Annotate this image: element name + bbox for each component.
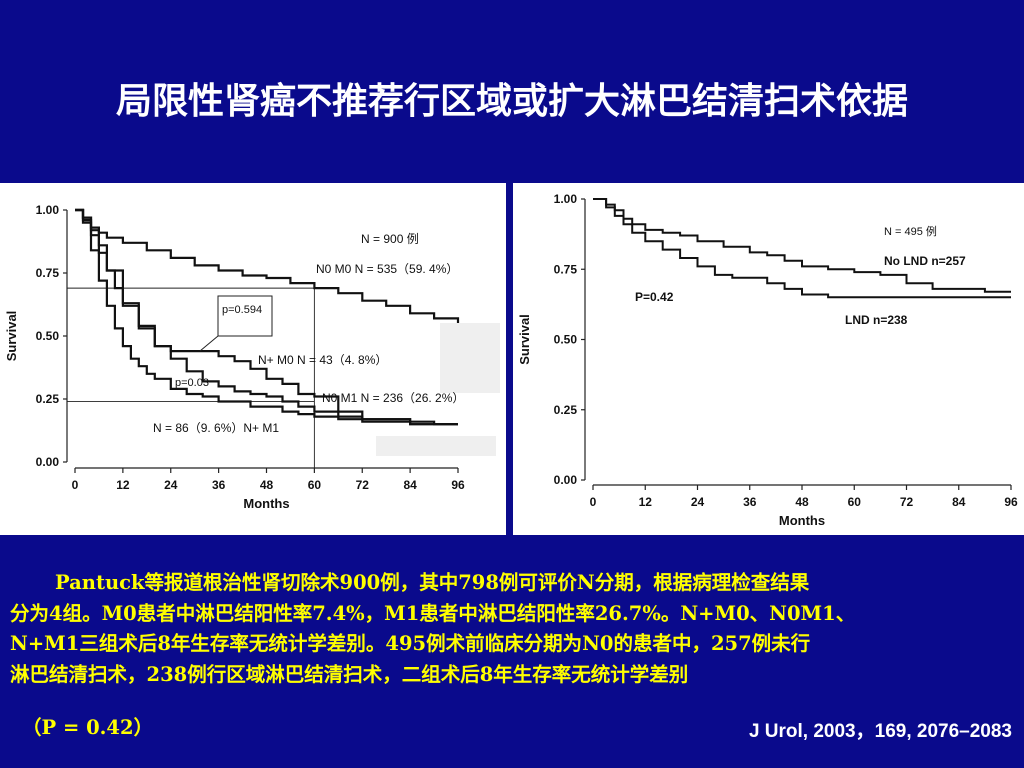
km-plot-left-svg: 0.00 0.25 0.50 0.75 1.00 0 12 24 36 48 60 72 84 96 Mon… [4, 203, 500, 511]
citation: J Urol, 2003，169, 2076–2083 [748, 721, 1012, 742]
x-axis-label: Months [243, 496, 289, 511]
x-tick-label: 72 [900, 495, 914, 509]
x-tick-label: 0 [590, 495, 597, 509]
annotation-p-003: p=0.03 [175, 377, 209, 389]
y-tick-label: 1.00 [554, 192, 578, 206]
annotation-nplus-m0: N+ M0 N = 43（4. 8%） [258, 353, 387, 367]
x-tick-label: 60 [308, 478, 322, 492]
y-tick-label: 0.75 [36, 266, 60, 280]
p-value-pointer [199, 335, 219, 352]
annotation-n0m0: N0 M0 N = 535（59. 4%） [316, 262, 458, 276]
x-tick-label: 36 [743, 495, 757, 509]
x-tick-label: 36 [212, 478, 226, 492]
y-tick-label: 0.00 [36, 455, 60, 469]
x-tick-label: 72 [356, 478, 370, 492]
annotation-lnd: LND n=238 [845, 313, 908, 327]
x-tick-label: 96 [451, 478, 465, 492]
x-tick-label: 24 [691, 495, 705, 509]
summary-paragraph: Pantuck等报道根治性肾切除术900例，其中798例可评价N分期，根据病理检… [10, 568, 1018, 690]
y-tick-label: 0.25 [36, 392, 60, 406]
x-tick-label: 84 [952, 495, 966, 509]
km-plot-right: 0.00 0.25 0.50 0.75 1.00 0 12 24 36 48 60 72 84 96 Mon… [513, 183, 1024, 535]
km-plot-right-svg: 0.00 0.25 0.50 0.75 1.00 0 12 24 36 48 60 72 84 96 Mon… [517, 192, 1018, 528]
summary-line: 分为4组。M0患者中淋巴结阳性率7.4%，M1患者中淋巴结阳性率26.7%。N+… [10, 601, 856, 625]
x-tick-label: 12 [639, 495, 653, 509]
x-tick-label: 0 [72, 478, 79, 492]
y-tick-label: 0.75 [554, 262, 578, 276]
x-tick-label: 24 [164, 478, 178, 492]
km-curve-n0m0 [75, 208, 460, 324]
x-tick-label: 48 [795, 495, 809, 509]
summary-line: 淋巴结清扫术，238例行区域淋巴结清扫术，二组术后8年生存率无统计学差别 [10, 662, 689, 686]
annotation-nplus-m1: N = 86（9. 6%）N+ M1 [153, 421, 279, 435]
annotation-total-n: N = 900 例 [361, 232, 419, 246]
x-tick-label: 60 [848, 495, 862, 509]
x-tick-label: 84 [403, 478, 417, 492]
annotation-p-042: P=0.42 [635, 290, 674, 304]
y-tick-label: 0.00 [554, 473, 578, 487]
km-plot-left: 0.00 0.25 0.50 0.75 1.00 0 12 24 36 48 60 72 84 96 Mon… [0, 183, 506, 535]
km-curve-n0m1 [75, 208, 458, 426]
summary-line: Pantuck等报道根治性肾切除术900例，其中798例可评价N分期，根据病理检… [55, 571, 810, 594]
p-value-box [217, 295, 273, 337]
x-tick-label: 96 [1004, 495, 1018, 509]
annotation-total-n: N = 495 例 [884, 224, 937, 238]
scan-artifact [440, 323, 500, 393]
annotation-n0m1: N0 M1 N = 236（26. 2%） [322, 391, 464, 405]
x-axis-label: Months [779, 513, 825, 528]
y-tick-label: 0.50 [36, 329, 60, 343]
x-tick-label: 48 [260, 478, 274, 492]
km-curve-lnd [593, 198, 1011, 299]
km-curve-no-lnd [593, 198, 1011, 293]
scan-artifact [376, 436, 496, 456]
p-value-note: （P = 0.42） [22, 716, 154, 739]
annotation-p-0594: p=0.594 [222, 304, 262, 316]
annotation-no-lnd: No LND n=257 [884, 254, 966, 268]
km-curve-nplus-m1 [75, 208, 458, 426]
y-tick-label: 1.00 [36, 203, 60, 217]
y-tick-label: 0.25 [554, 403, 578, 417]
y-axis-label: Survival [4, 311, 19, 362]
x-tick-label: 12 [116, 478, 130, 492]
km-curve-nplus-m0 [75, 208, 458, 426]
y-axis-label: Survival [517, 314, 532, 365]
y-tick-label: 0.50 [554, 333, 578, 347]
slide-title: 局限性肾癌不推荐行区域或扩大淋巴结清扫术依据 [115, 81, 908, 122]
summary-line: N+M1三组术后8年生存率无统计学差别。495例术前临床分期为N0的患者中，25… [10, 632, 811, 655]
